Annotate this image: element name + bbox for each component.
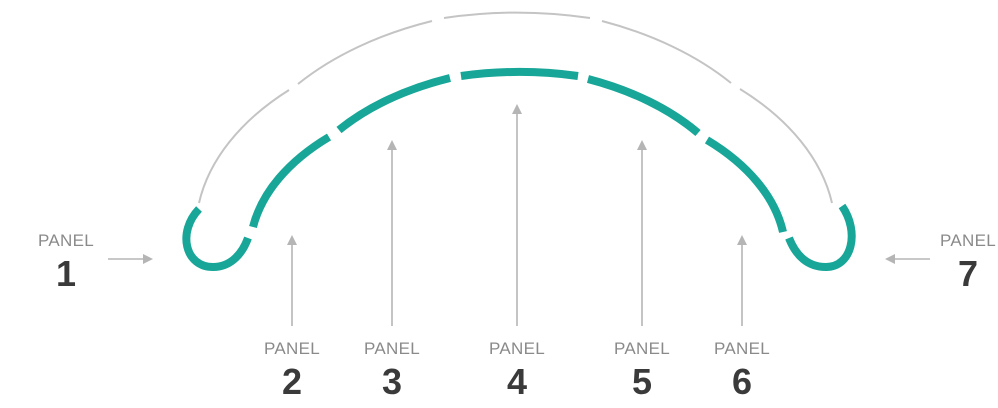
- panel-7-word: PANEL: [940, 231, 996, 250]
- panel-1-number: 1: [56, 253, 76, 294]
- label-panel-5: PANEL 5: [614, 339, 670, 402]
- arrow-panel-5: [637, 140, 647, 326]
- arrow-panel-7: [885, 254, 930, 264]
- panel-5-segment[interactable]: [586, 75, 701, 137]
- panel-2-segment[interactable]: [249, 133, 332, 229]
- panel-1-word: PANEL: [38, 231, 94, 250]
- outer-arch-segment: [739, 88, 833, 204]
- panel-6-word: PANEL: [714, 339, 770, 358]
- panel-segments: [182, 68, 856, 272]
- arrow-panel-3: [387, 140, 397, 326]
- panel-5-number: 5: [632, 361, 652, 402]
- label-panel-6: PANEL 6: [714, 339, 770, 402]
- panel-6-number: 6: [732, 361, 752, 402]
- panel-1-segment[interactable]: [182, 206, 252, 272]
- panel-3-number: 3: [382, 361, 402, 402]
- outer-arch-segment: [297, 20, 433, 85]
- panel-4-word: PANEL: [489, 339, 545, 358]
- panel-7-number: 7: [958, 253, 978, 294]
- panel-2-number: 2: [282, 361, 302, 402]
- outer-arch-outline: [198, 11, 833, 204]
- outer-arch-segment: [443, 11, 591, 19]
- panel-4-segment[interactable]: [460, 68, 579, 80]
- panel-7-segment[interactable]: [785, 203, 856, 272]
- panel-3-segment[interactable]: [336, 74, 451, 134]
- outer-arch-segment: [198, 89, 290, 204]
- panel-3-word: PANEL: [364, 339, 420, 358]
- panel-2-word: PANEL: [264, 339, 320, 358]
- label-panel-3: PANEL 3: [364, 339, 420, 402]
- panel-4-number: 4: [507, 361, 527, 402]
- label-panel-2: PANEL 2: [264, 339, 320, 402]
- outer-arch-segment: [601, 20, 732, 84]
- panel-5-word: PANEL: [614, 339, 670, 358]
- label-panel-1: PANEL 1: [38, 231, 94, 294]
- arrow-panel-1: [108, 254, 153, 264]
- label-panel-7: PANEL 7: [940, 231, 996, 294]
- arrow-panel-4: [512, 104, 522, 326]
- panel-6-segment[interactable]: [704, 136, 787, 233]
- label-panel-4: PANEL 4: [489, 339, 545, 402]
- arrow-panel-2: [287, 235, 297, 326]
- pointer-arrows: [108, 104, 930, 326]
- arrow-panel-6: [737, 235, 747, 326]
- panel-labels: PANEL 1 PANEL 2 PANEL 3 PANEL 4 PANEL 5 …: [38, 231, 996, 402]
